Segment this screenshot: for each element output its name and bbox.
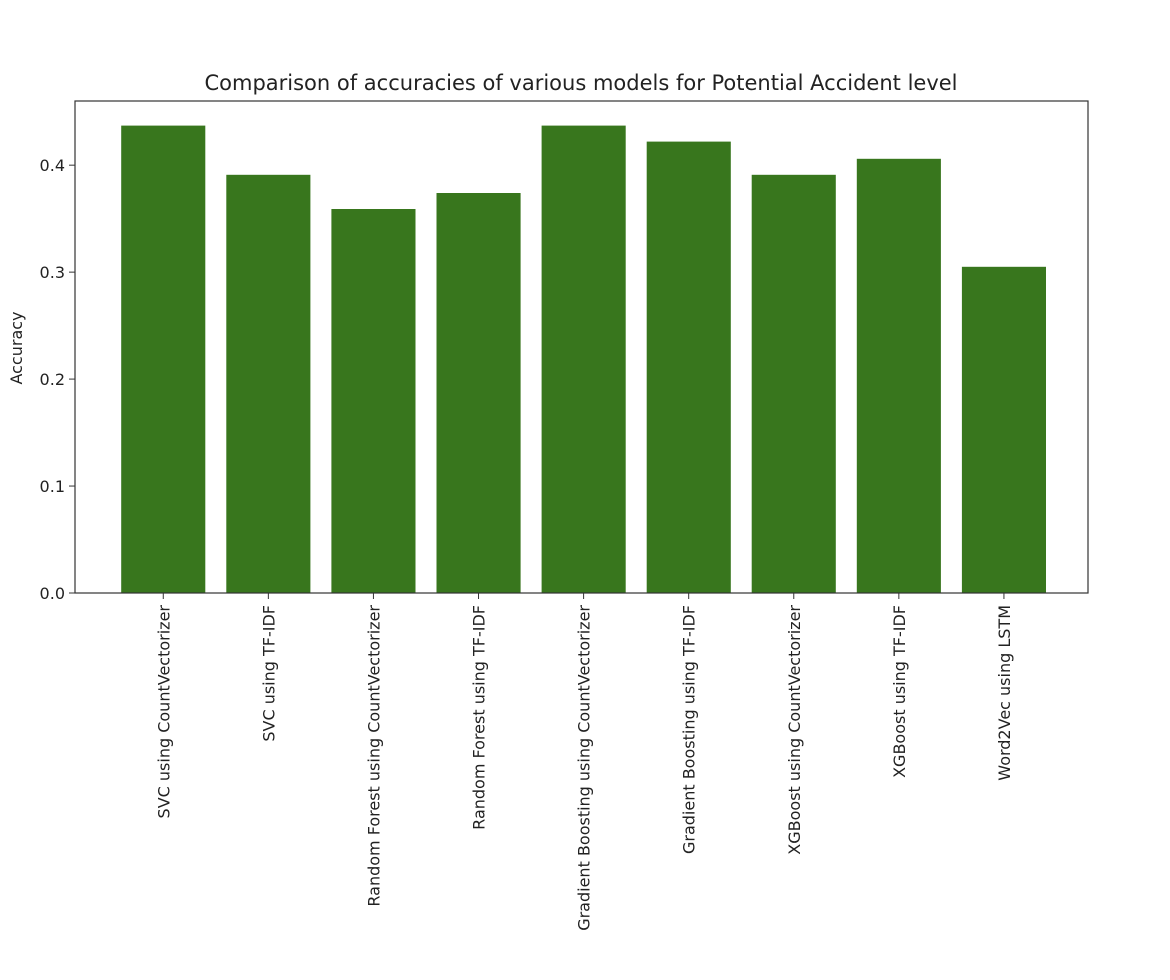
bar-7 — [751, 174, 836, 594]
x-tick-label: SVC using CountVectorizer — [154, 605, 173, 819]
x-tick-label: XGBoost using CountVectorizer — [785, 605, 804, 855]
x-axis: SVC using CountVectorizer SVC using TF-ID… — [154, 593, 1014, 931]
y-axis: 0.0 0.1 0.2 0.3 0.4 — [40, 156, 75, 603]
x-tick-label: XGBoost using TF-IDF — [890, 605, 909, 778]
bar-1 — [121, 125, 206, 593]
bar-4 — [436, 193, 521, 593]
x-tick-label: Gradient Boosting using CountVectorizer — [575, 605, 594, 931]
x-tick-label: SVC using TF-IDF — [259, 605, 278, 742]
y-tick-label: 0.3 — [40, 263, 65, 282]
bar-3 — [331, 209, 416, 593]
bar-6 — [646, 141, 731, 593]
x-tick-label: Word2Vec using LSTM — [995, 605, 1014, 781]
plot-frame — [74, 100, 1089, 594]
x-tick-label: Random Forest using CountVectorizer — [364, 605, 383, 907]
y-axis-label: Accuracy — [7, 311, 26, 384]
y-tick-label: 0.0 — [40, 584, 65, 603]
bar-9 — [961, 266, 1046, 593]
y-tick-label: 0.1 — [40, 477, 65, 496]
bar-2 — [226, 174, 311, 594]
y-tick-label: 0.4 — [40, 156, 65, 175]
bar-5 — [541, 125, 626, 593]
x-tick-label: Gradient Boosting using TF-IDF — [680, 605, 699, 854]
y-tick-label: 0.2 — [40, 370, 65, 389]
bars-layer — [121, 125, 1046, 594]
x-tick-label: Random Forest using TF-IDF — [470, 605, 489, 830]
bar-8 — [856, 158, 941, 594]
chart-title: Comparison of accuracies of various mode… — [204, 71, 957, 95]
